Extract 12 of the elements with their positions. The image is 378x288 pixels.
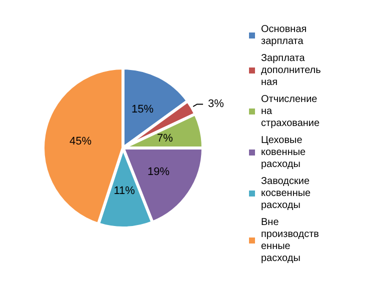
data-label: 45%: [70, 135, 92, 148]
data-label: 19%: [148, 166, 170, 178]
legend-label: Цеховые ковенные расходы: [261, 135, 308, 170]
legend-label: Заводские косвенные расходы: [261, 176, 314, 211]
legend-label: Зарплата дополнительная: [261, 53, 321, 88]
data-label: 15%: [132, 104, 154, 116]
data-label: 11%: [114, 184, 136, 197]
data-label: 3%: [208, 98, 224, 110]
legend-label: Основная зарплата: [261, 24, 310, 47]
legend-label: Отчисление на страхование: [261, 94, 320, 129]
data-label: 7%: [157, 132, 174, 145]
legend-label: Вне производственные расходы: [261, 217, 319, 264]
